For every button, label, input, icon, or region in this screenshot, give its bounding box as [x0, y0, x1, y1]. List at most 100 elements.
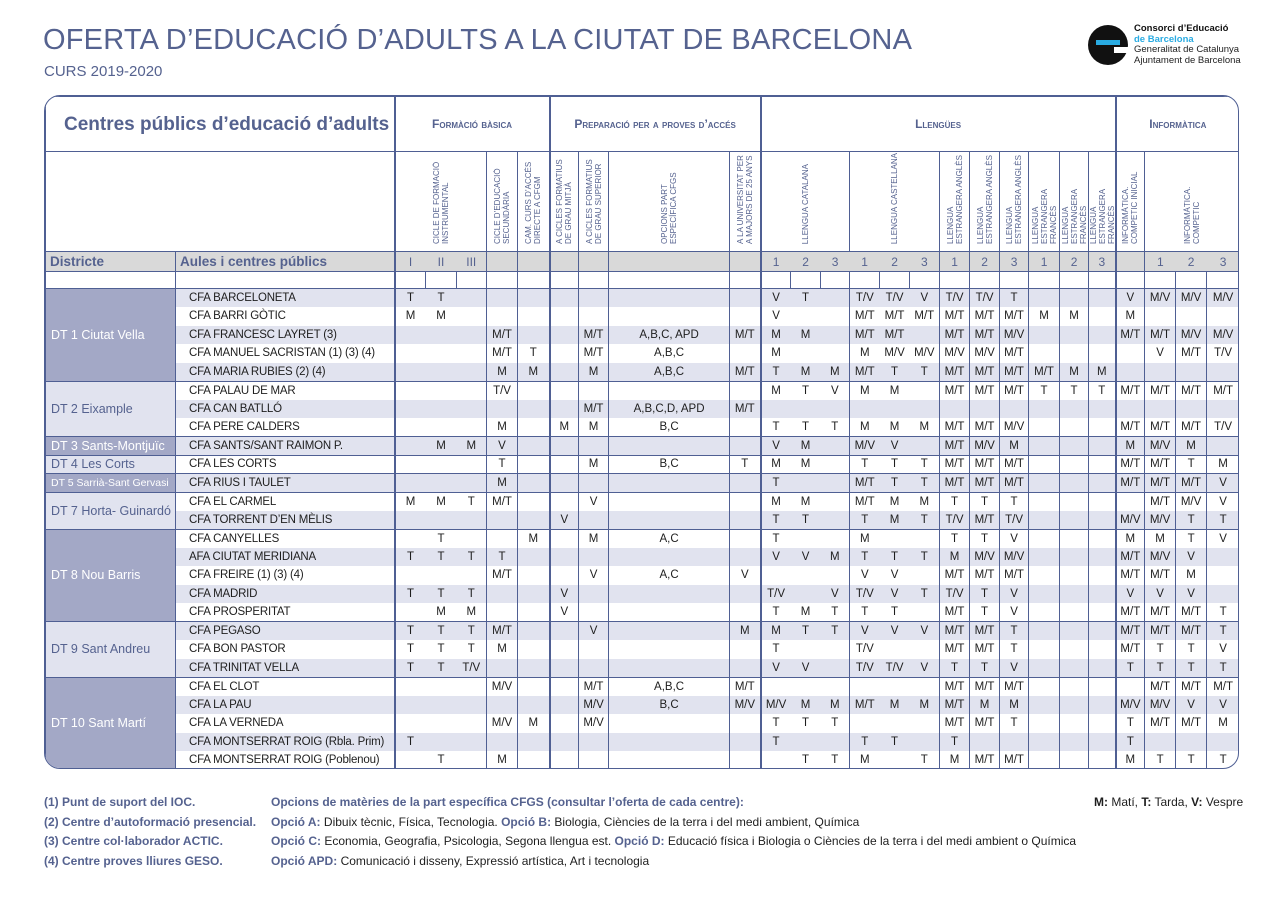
schedule-cell [729, 732, 762, 751]
schedule-cell [1028, 566, 1061, 585]
schedule-cell: M/T [1115, 473, 1146, 492]
schedule-cell: M/T [729, 325, 762, 344]
schedule-cell [549, 695, 580, 714]
schedule-cell: M/T [849, 362, 880, 381]
schedule-cell: M [860, 421, 870, 433]
table-row: DT 9 Sant Andreu CFA PEGASO T T T M/T V M M T T V V V… [45, 621, 1238, 678]
schedule-cell: M [1175, 566, 1208, 585]
schedule-cell: T [969, 603, 1001, 622]
level-number: 2 [969, 251, 1001, 272]
schedule-cell: V [820, 380, 851, 400]
schedule-cell [1115, 491, 1146, 511]
schedule-cell: T [1175, 658, 1208, 677]
schedule-cell: T [861, 606, 869, 618]
col-castellana: Llengua castellana [890, 152, 900, 244]
schedule-cell: M/T [969, 621, 1001, 640]
schedule-cell: T [999, 288, 1030, 307]
schedule-cell: M/V [1144, 510, 1177, 529]
schedule-cell: M [820, 547, 851, 566]
schedule-cell [1144, 362, 1177, 381]
schedule-cell [1059, 547, 1090, 566]
schedule-cell: T [820, 751, 851, 768]
centre-name: CFA BARCELONETA [174, 288, 396, 307]
blank-subheader [549, 251, 580, 272]
schedule-cell: M/T [486, 621, 519, 640]
schedule-cell [1028, 436, 1061, 455]
schedule-cell: T [969, 491, 1001, 511]
schedule-cell [761, 566, 791, 585]
schedule-cell: T [879, 454, 910, 474]
schedule-cell: V [1206, 491, 1238, 511]
schedule-cell [425, 325, 457, 344]
centre-name: CFA PROSPERITAT [174, 603, 396, 622]
schedule-cell: M/V [1206, 288, 1238, 307]
schedule-cell [1144, 732, 1177, 751]
schedule-cell: M/V [1144, 436, 1177, 455]
schedule-cell: M/T [884, 310, 905, 323]
schedule-cell [456, 751, 488, 768]
spacer-cell [1144, 271, 1177, 289]
table-row: CFA TORRENT D’EN MÈLIS V T T T M T T/V M/T T/V M/V… [46, 510, 1238, 529]
col-angles-3: Llengua estrangera anglès [1005, 155, 1024, 244]
schedule-cell: T/V [939, 510, 971, 529]
schedule-cell: T/V [999, 510, 1030, 529]
schedule-cell [394, 436, 426, 455]
schedule-cell: M/V [760, 695, 791, 714]
schedule-cell: M [1175, 436, 1208, 455]
schedule-cell: T [1144, 658, 1177, 677]
schedule-cell: B,C [608, 454, 731, 474]
schedule-cell [608, 751, 731, 768]
schedule-cell [1206, 399, 1238, 418]
schedule-cell: T [486, 454, 519, 474]
schedule-cell: M [1115, 528, 1146, 548]
group-formacio-basica: Formàció bàsica [394, 96, 551, 152]
schedule-cell: M [405, 310, 416, 323]
schedule-cell [1059, 325, 1090, 344]
schedule-cell [608, 473, 731, 492]
schedule-cell [456, 473, 488, 492]
schedule-cell: M [436, 606, 446, 618]
schedule-cell [729, 418, 762, 437]
schedule-cell [486, 658, 519, 677]
schedule-cell: M/T [969, 676, 1001, 696]
schedule-cell: V [549, 510, 580, 529]
schedule-cell [729, 547, 762, 566]
schedule-cell: M/V [969, 547, 1001, 566]
schedule-cell: T [394, 658, 426, 677]
schedule-cell [850, 714, 880, 733]
schedule-cell [909, 380, 941, 400]
schedule-cell: V [1144, 584, 1177, 603]
schedule-cell: T [760, 362, 791, 381]
schedule-cell [456, 362, 488, 381]
schedule-cell [1028, 658, 1061, 677]
schedule-cell [1175, 307, 1208, 326]
schedule-cell [729, 491, 762, 511]
schedule-cell [578, 510, 610, 529]
schedule-cell: V [879, 436, 910, 455]
schedule-cell [486, 584, 519, 603]
table-row: DT 3 Sants-Montjuïc CFA SANTS/SANT RAIMON… [45, 436, 1238, 456]
schedule-cell [426, 418, 457, 437]
schedule-cell [578, 584, 610, 603]
schedule-cell: M [486, 640, 519, 659]
schedule-cell: M/T [879, 325, 910, 344]
schedule-cell [517, 676, 551, 696]
schedule-cell: M [1206, 714, 1238, 733]
schedule-cell: M [760, 454, 791, 474]
schedule-cell: T [969, 584, 1001, 603]
schedule-cell: V [1175, 695, 1208, 714]
blank-subheader [729, 251, 762, 272]
offer-table-container: Centres públics d’educació d’adults de B… [44, 95, 1239, 769]
schedule-cell [394, 325, 426, 344]
schedule-cell: M [879, 380, 910, 400]
spacer-cell [578, 271, 610, 289]
schedule-cell [486, 695, 519, 714]
schedule-cell [395, 418, 426, 437]
schedule-cell [608, 714, 731, 733]
schedule-cell [426, 714, 457, 733]
schedule-cell: T [425, 621, 457, 640]
schedule-cell [395, 751, 426, 768]
schedule-cell [549, 714, 580, 733]
schedule-cell [517, 491, 551, 511]
level-number: 2 [879, 251, 910, 272]
